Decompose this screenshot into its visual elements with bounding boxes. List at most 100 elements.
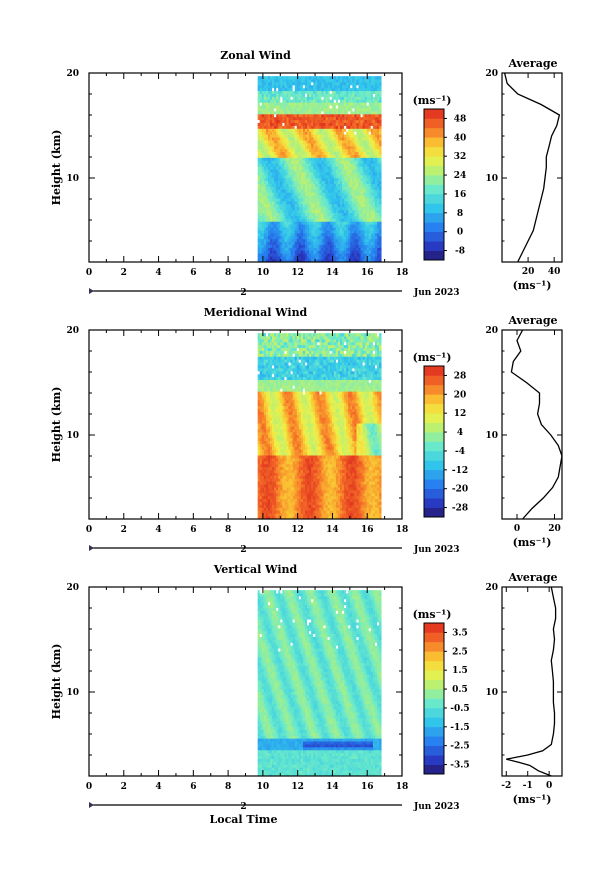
heatmap-cell xyxy=(300,177,304,182)
heatmap-cell xyxy=(286,455,289,459)
heatmap-cell xyxy=(344,183,347,187)
heatmap-cell xyxy=(296,198,300,202)
heatmap-cell xyxy=(278,177,281,182)
heatmap-cell xyxy=(352,180,355,184)
heatmap-cell xyxy=(311,230,314,234)
heatmap-cell xyxy=(360,247,364,251)
heatmap-cell xyxy=(348,151,351,155)
heatmap-cell xyxy=(335,154,339,158)
heatmap-cell xyxy=(288,394,291,398)
heatmap-cell xyxy=(286,218,289,222)
heatmap-cell xyxy=(342,259,345,263)
heatmap-cell xyxy=(339,142,343,147)
heatmap-cell xyxy=(379,253,382,257)
heatmap-cell xyxy=(257,458,261,462)
heatmap-cell xyxy=(356,247,359,251)
heatmap-cell xyxy=(368,116,372,121)
heatmap-cell xyxy=(288,212,291,216)
heatmap-cell xyxy=(337,134,341,138)
heatmap-cell xyxy=(274,183,277,187)
heatmap-cell xyxy=(286,507,289,511)
heatmap-cell xyxy=(307,174,310,179)
heatmap-cell xyxy=(267,183,271,187)
heatmap-cell xyxy=(360,244,364,248)
heatmap-cell xyxy=(257,344,261,349)
heatmap-cell xyxy=(276,492,279,497)
heatmap-cell xyxy=(284,370,287,375)
heatmap-cell xyxy=(263,449,267,453)
heatmap-cell xyxy=(257,376,261,381)
heatmap-cell xyxy=(346,183,349,187)
heatmap-cell xyxy=(333,134,337,138)
heatmap-cell xyxy=(305,160,308,164)
heatmap-cell xyxy=(284,475,287,479)
heatmap-cell xyxy=(280,484,283,488)
heatmap-cell xyxy=(352,192,355,196)
heatmap-cell xyxy=(346,111,349,115)
heatmap-cell xyxy=(292,145,296,150)
heatmap-cell xyxy=(342,102,345,106)
heatmap-cell xyxy=(348,232,351,237)
heatmap-cell xyxy=(348,180,351,184)
heatmap-cell xyxy=(276,507,279,511)
heatmap-cell xyxy=(313,171,316,176)
heatmap-cell xyxy=(333,215,337,219)
heatmap-cell xyxy=(319,189,322,193)
heatmap-cell xyxy=(360,131,364,135)
heatmap-cell xyxy=(325,148,329,153)
heatmap-cell xyxy=(327,81,331,86)
heatmap-cell xyxy=(309,105,312,109)
heatmap-cell xyxy=(288,157,291,161)
heatmap-cell xyxy=(325,201,329,205)
heatmap-cell xyxy=(311,125,314,129)
heatmap-cell xyxy=(358,221,361,225)
heatmap-cell xyxy=(257,154,261,158)
heatmap-cell xyxy=(284,449,287,453)
heatmap-cell xyxy=(370,186,374,190)
heatmap-cell xyxy=(280,90,283,94)
heatmap-cell xyxy=(286,489,289,494)
heatmap-cell xyxy=(305,180,308,184)
heatmap-cell xyxy=(270,192,273,196)
heatmap-cell xyxy=(302,232,306,237)
heatmap-cell xyxy=(282,513,285,517)
heatmap-cell xyxy=(265,452,269,456)
heatmap-cell xyxy=(354,76,357,80)
heatmap-cell xyxy=(370,166,374,170)
heatmap-cell xyxy=(352,154,355,158)
heatmap-cell xyxy=(265,504,269,508)
heatmap-cell xyxy=(270,370,273,375)
heatmap-cell xyxy=(342,113,345,118)
heatmap-cell xyxy=(344,198,347,202)
heatmap-cell xyxy=(257,501,261,505)
heatmap-cell xyxy=(364,253,368,257)
heatmap-cell xyxy=(282,388,285,392)
heatmap-cell xyxy=(282,440,285,444)
heatmap-cell xyxy=(270,163,273,167)
heatmap-cell xyxy=(284,353,287,357)
heatmap-cell xyxy=(307,253,310,257)
heatmap-cell xyxy=(344,244,347,248)
heatmap-cell xyxy=(325,105,329,109)
heatmap-cell xyxy=(300,215,304,219)
heatmap-cell xyxy=(263,230,267,234)
heatmap-cell xyxy=(354,93,357,97)
heatmap-cell xyxy=(302,203,306,208)
heatmap-cell xyxy=(348,96,351,100)
heatmap-cell xyxy=(300,154,304,158)
heatmap-cell xyxy=(317,131,320,135)
heatmap-cell xyxy=(278,365,281,369)
heatmap-cell xyxy=(329,227,333,231)
heatmap-cell xyxy=(276,455,279,459)
heatmap-cell xyxy=(265,397,269,401)
heatmap-cell xyxy=(298,180,302,184)
heatmap-cell xyxy=(317,137,320,141)
heatmap-cell xyxy=(337,253,341,257)
heatmap-cell xyxy=(298,221,302,225)
heatmap-cell xyxy=(379,218,382,222)
heatmap-cell xyxy=(300,116,304,121)
heatmap-cell xyxy=(307,186,310,190)
heatmap-cell xyxy=(292,122,296,126)
heatmap-cell xyxy=(339,131,343,135)
heatmap-cell xyxy=(284,458,287,462)
